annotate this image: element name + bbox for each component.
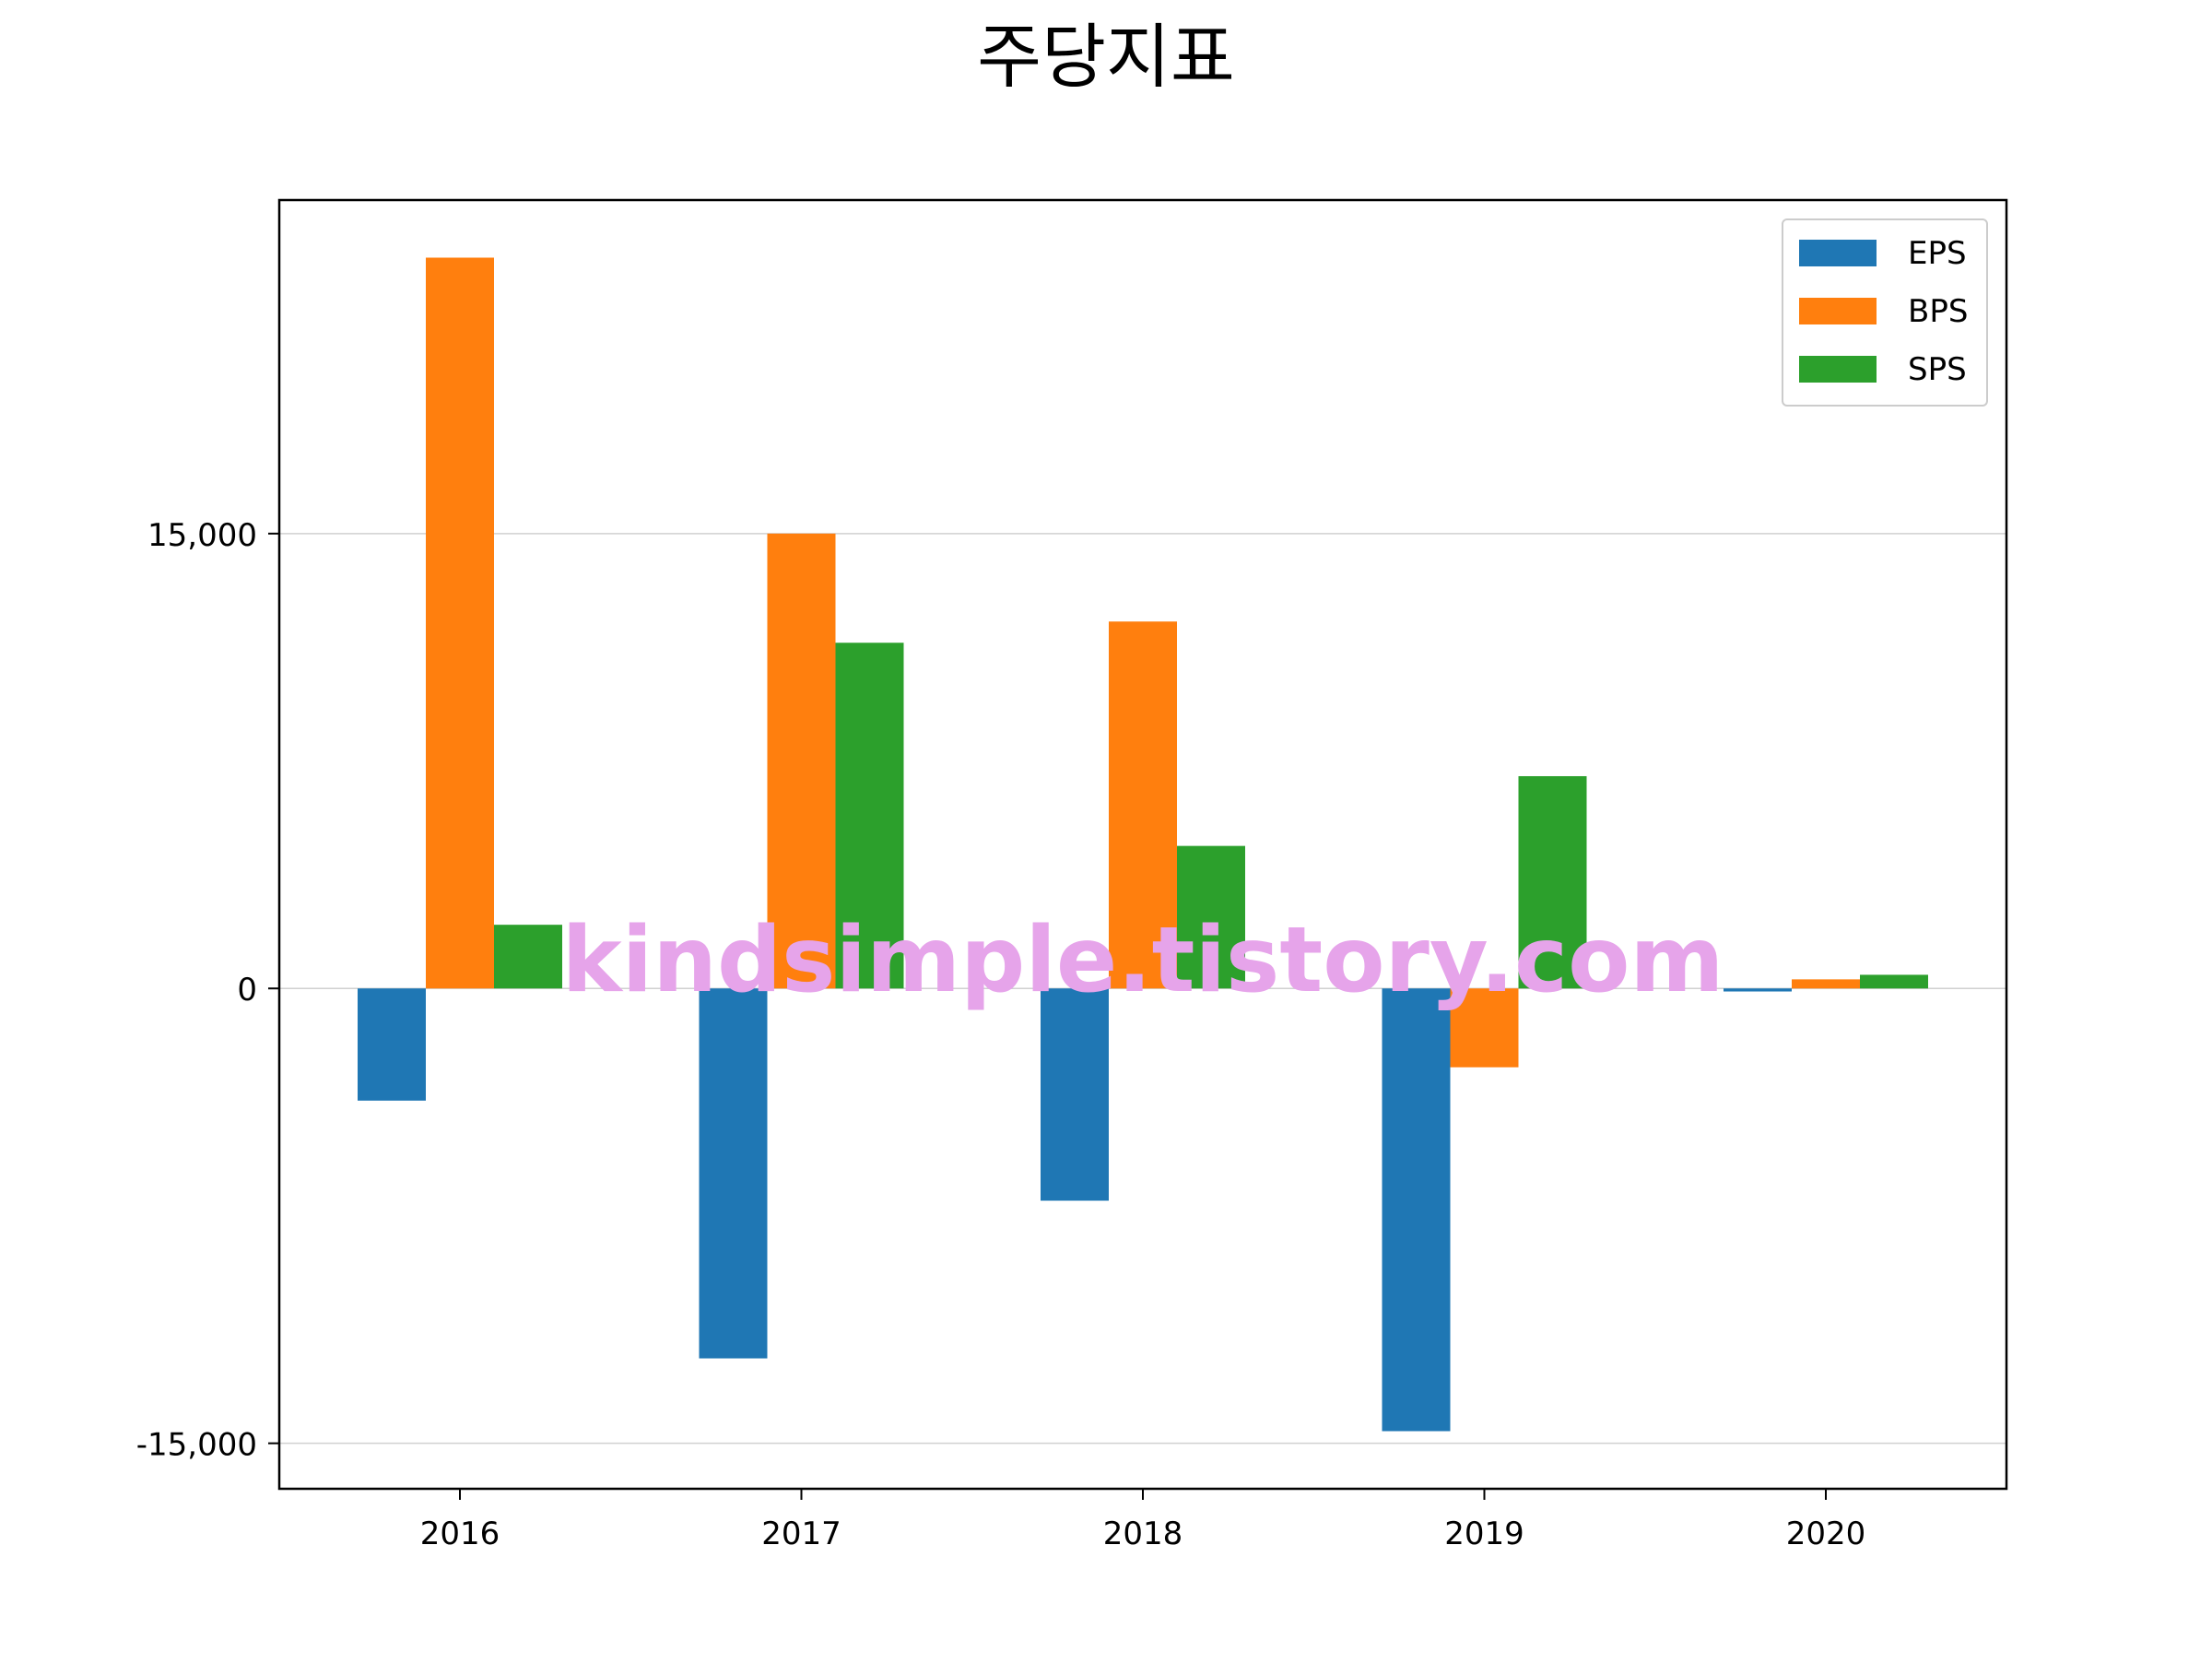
bar-eps-2018 xyxy=(1041,988,1109,1201)
y-tick-label: -15,000 xyxy=(136,1427,257,1464)
y-tick-label: 15,000 xyxy=(147,517,257,554)
chart-title: 주당지표 xyxy=(977,16,1235,98)
y-axis: -15,000 0 15,000 xyxy=(136,517,279,1464)
bar-bps-2016 xyxy=(426,257,494,989)
bar-eps-2019 xyxy=(1382,988,1451,1432)
bar-sps-2019 xyxy=(1518,775,1587,989)
watermark-text: kindsimple.tistory.com xyxy=(561,908,1724,1013)
bar-eps-2017 xyxy=(699,988,768,1359)
x-tick-label: 2016 xyxy=(420,1516,500,1552)
bar-series xyxy=(358,257,1928,1432)
bar-sps-2018 xyxy=(1177,845,1245,989)
legend-swatch-eps xyxy=(1799,240,1877,266)
x-tick-label: 2019 xyxy=(1444,1516,1524,1552)
legend: EPS BPS SPS xyxy=(1782,218,1988,407)
x-axis: 2016 2017 2018 2019 2020 xyxy=(420,1489,1866,1552)
bar-sps-2020 xyxy=(1860,974,1928,989)
bar-sps-2016 xyxy=(494,925,562,989)
bar-bps-2017 xyxy=(767,533,836,989)
legend-label-sps: SPS xyxy=(1908,351,1967,388)
x-tick-label: 2017 xyxy=(761,1516,841,1552)
x-tick-label: 2020 xyxy=(1786,1516,1866,1552)
legend-swatch-bps xyxy=(1799,298,1877,324)
bar-eps-2016 xyxy=(358,988,426,1101)
bar-eps-2020 xyxy=(1724,988,1792,992)
legend-label-bps: BPS xyxy=(1908,293,1968,330)
bar-bps-2019 xyxy=(1450,988,1519,1067)
legend-label-eps: EPS xyxy=(1908,235,1967,272)
bar-bps-2020 xyxy=(1792,979,1860,989)
x-tick-label: 2018 xyxy=(1103,1516,1183,1552)
legend-swatch-sps xyxy=(1799,356,1877,383)
bar-bps-2018 xyxy=(1109,621,1177,989)
bar-sps-2017 xyxy=(835,643,904,989)
y-tick-label: 0 xyxy=(237,972,257,1008)
